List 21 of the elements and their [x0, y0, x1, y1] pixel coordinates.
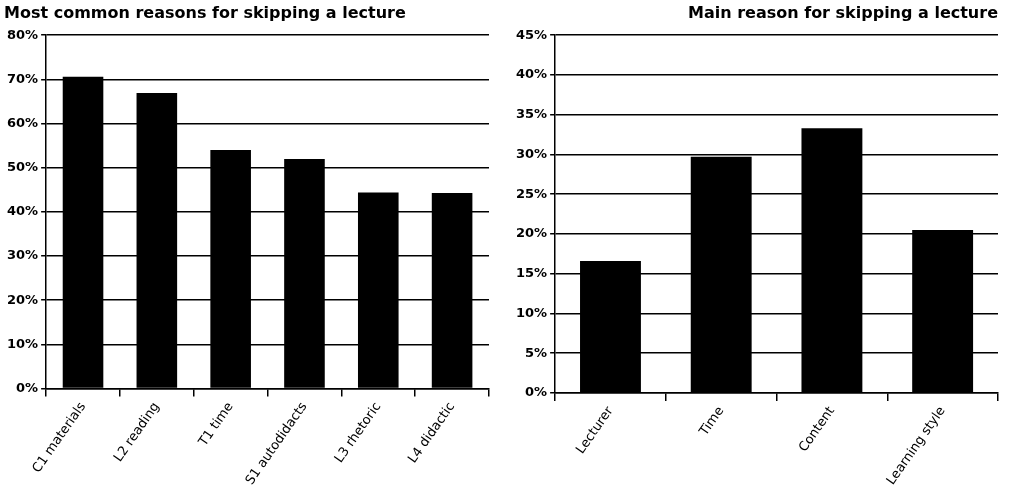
- y-tick-label: 80%: [6, 26, 39, 42]
- y-tick-label: 10%: [515, 304, 548, 320]
- y-tick-label: 35%: [515, 106, 548, 122]
- y-tick-label: 50%: [6, 159, 39, 175]
- y-tick-label: 70%: [6, 70, 39, 86]
- y-tick-label: 20%: [6, 291, 39, 307]
- y-tick-label: 15%: [515, 265, 548, 281]
- y-tick-label: 60%: [6, 114, 39, 130]
- chart-title: Most common reasons for skipping a lecture: [4, 2, 406, 22]
- y-tick-label: 5%: [525, 344, 548, 360]
- y-tick-label: 25%: [515, 185, 548, 201]
- y-tick-label: 0%: [16, 379, 39, 395]
- y-tick-label: 40%: [515, 66, 548, 82]
- y-tick-label: 45%: [515, 26, 548, 42]
- y-tick-label: 40%: [6, 203, 39, 219]
- y-tick-label: 30%: [515, 145, 548, 161]
- chart-title: Main reason for skipping a lecture: [687, 2, 999, 22]
- y-tick-label: 20%: [515, 225, 548, 241]
- y-tick-label: 30%: [6, 247, 39, 263]
- y-tick-label: 10%: [6, 335, 39, 351]
- y-tick-label: 0%: [525, 384, 548, 400]
